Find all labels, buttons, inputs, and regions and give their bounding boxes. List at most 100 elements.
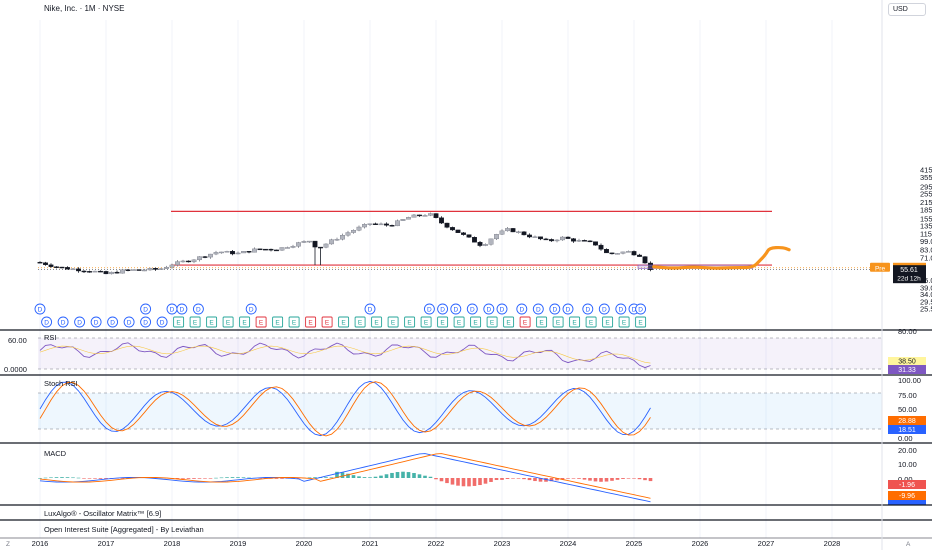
earnings-marker[interactable] (222, 316, 234, 328)
earnings-marker[interactable] (602, 316, 614, 328)
earnings-marker[interactable] (354, 316, 366, 328)
macd-histogram-bar (549, 478, 554, 482)
forecast-drawing[interactable] (637, 245, 791, 270)
earnings-marker[interactable] (206, 316, 218, 328)
dividend-marker[interactable] (483, 303, 495, 315)
macd-histogram-bar (104, 478, 108, 479)
dividend-marker[interactable] (635, 303, 647, 315)
earnings-marker[interactable] (503, 316, 515, 328)
earnings-marker[interactable] (404, 316, 416, 328)
dividend-marker[interactable] (516, 303, 528, 315)
macd-histogram-bar (175, 478, 180, 479)
dividend-marker[interactable] (423, 303, 435, 315)
macd-value-a: -1.96 (899, 482, 915, 489)
earnings-marker[interactable] (536, 316, 548, 328)
currency-button[interactable]: USD (888, 3, 926, 16)
dividend-marker[interactable] (582, 303, 594, 315)
dividend-marker[interactable] (140, 316, 152, 328)
dividend-marker[interactable] (496, 303, 508, 315)
earnings-marker[interactable] (371, 316, 383, 328)
dividend-marker[interactable] (41, 316, 53, 328)
earnings-marker[interactable] (272, 316, 284, 328)
dividend-marker[interactable] (123, 316, 135, 328)
candle-body (329, 239, 334, 245)
earnings-marker[interactable] (173, 316, 185, 328)
candle-body (219, 251, 224, 254)
dividend-marker[interactable] (466, 303, 478, 315)
dividend-marker[interactable] (140, 303, 152, 315)
dividend-marker[interactable] (615, 303, 627, 315)
earnings-marker[interactable] (585, 316, 597, 328)
earnings-marker[interactable] (552, 316, 564, 328)
luxalgo-pane-title[interactable]: LuxAlgo® - Oscillator Matrix™ [6.9] (44, 509, 162, 518)
candle-body (582, 240, 587, 242)
dividend-marker[interactable] (107, 316, 119, 328)
price-axis[interactable]: 415.00355.00295.00255.00215.00185.00155.… (870, 165, 932, 314)
candle-body (147, 268, 153, 271)
price-tick-label: 25.50 (920, 305, 932, 314)
earnings-marker[interactable] (569, 316, 581, 328)
forecast-path[interactable] (652, 245, 791, 270)
dividend-marker[interactable] (437, 303, 449, 315)
macd-histogram-bar (560, 478, 565, 480)
candle-body (466, 234, 472, 238)
earnings-marker[interactable] (189, 316, 201, 328)
earnings-marker[interactable] (635, 316, 647, 328)
earnings-marker[interactable] (453, 316, 465, 328)
event-markers[interactable]: D D D D D D D D D D D D D D D D D D D D D DD D D D D D D D E E E E E E E E E E… (34, 303, 647, 328)
earnings-marker[interactable] (437, 316, 449, 328)
dividend-marker[interactable] (156, 316, 168, 328)
earnings-marker[interactable] (338, 316, 350, 328)
dividend-marker[interactable] (532, 303, 544, 315)
dividend-marker[interactable] (34, 303, 46, 315)
candle-body (631, 251, 637, 256)
macd-histogram-bar (186, 478, 191, 479)
macd-histogram-bar (340, 472, 345, 478)
earnings-marker[interactable] (387, 316, 399, 328)
dividend-marker[interactable] (74, 316, 86, 328)
earnings-marker[interactable] (239, 316, 251, 328)
candle-body (202, 256, 208, 258)
earnings-marker[interactable] (486, 316, 498, 328)
earnings-marker[interactable] (519, 316, 531, 328)
earnings-marker[interactable] (255, 316, 267, 328)
earnings-marker[interactable] (305, 316, 317, 328)
dividend-marker[interactable] (176, 303, 188, 315)
time-tick-label: 2023 (494, 539, 511, 548)
dividend-marker[interactable] (549, 303, 561, 315)
macd-histogram-bar (197, 478, 202, 479)
candle-body (109, 271, 114, 275)
dividend-marker[interactable] (245, 303, 257, 315)
prev-close-prefix: Pre (875, 265, 886, 272)
dividend-marker-label: D (536, 307, 541, 314)
candle-body (461, 232, 466, 235)
dividend-marker[interactable] (192, 303, 204, 315)
dividend-marker[interactable] (450, 303, 462, 315)
dividend-marker[interactable] (90, 316, 102, 328)
macd-histogram-bar (593, 478, 598, 482)
dividend-marker[interactable] (364, 303, 376, 315)
earnings-marker[interactable] (321, 316, 333, 328)
macd-histogram-bar (76, 477, 81, 479)
earnings-marker[interactable] (420, 316, 432, 328)
open-interest-pane-title[interactable]: Open Interest Suite [Aggregated] - By Le… (44, 525, 204, 534)
dividend-marker-label: D (44, 320, 49, 327)
time-axis[interactable]: 2016 2017 2018 2019 2020 2021 2022 2023 2024 2025… (6, 539, 911, 548)
candle-body (81, 270, 87, 273)
macd-badge-a (888, 480, 926, 489)
dividend-marker[interactable] (57, 316, 69, 328)
rsi-badge-b (888, 365, 926, 374)
dividend-marker[interactable] (562, 303, 574, 315)
dividend-marker[interactable] (598, 303, 610, 315)
earnings-marker[interactable] (618, 316, 630, 328)
macd-pane[interactable]: 20.00 10.00 0.00-1.96 -9.96 (38, 446, 926, 505)
macd-histogram-bar (467, 478, 471, 487)
earnings-marker[interactable] (470, 316, 482, 328)
earnings-marker[interactable] (288, 316, 300, 328)
candle-body (268, 248, 274, 251)
horizontal-levels[interactable] (38, 210, 882, 270)
